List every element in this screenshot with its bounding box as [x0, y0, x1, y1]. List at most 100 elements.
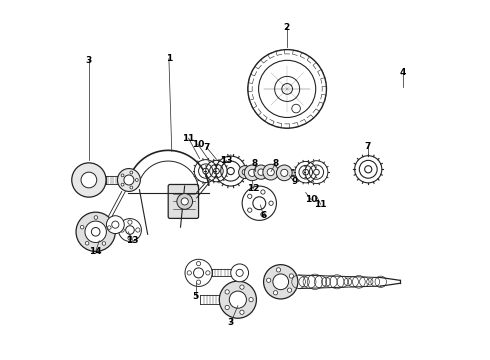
Text: 2: 2 — [284, 23, 290, 32]
Circle shape — [276, 268, 281, 272]
Circle shape — [303, 169, 309, 175]
Circle shape — [253, 197, 266, 210]
Circle shape — [245, 165, 260, 181]
Circle shape — [365, 166, 372, 173]
Circle shape — [214, 168, 220, 174]
Circle shape — [242, 169, 248, 175]
Circle shape — [249, 297, 253, 302]
Circle shape — [112, 221, 119, 228]
Circle shape — [264, 265, 298, 299]
Text: 5: 5 — [193, 292, 199, 301]
Circle shape — [196, 280, 201, 284]
Polygon shape — [248, 50, 326, 128]
Circle shape — [177, 194, 193, 209]
Circle shape — [282, 84, 293, 94]
Text: 7: 7 — [203, 143, 210, 152]
Circle shape — [231, 264, 248, 282]
Circle shape — [128, 236, 132, 240]
Circle shape — [225, 305, 229, 310]
Text: 13: 13 — [220, 156, 233, 165]
Circle shape — [118, 168, 140, 192]
Circle shape — [130, 171, 133, 174]
Circle shape — [76, 212, 115, 251]
Circle shape — [254, 165, 268, 179]
Circle shape — [240, 285, 244, 289]
Text: 6: 6 — [261, 211, 267, 220]
Circle shape — [239, 166, 251, 179]
Circle shape — [275, 76, 300, 102]
Polygon shape — [295, 161, 317, 183]
Circle shape — [281, 169, 288, 176]
Circle shape — [128, 220, 132, 224]
Circle shape — [314, 169, 319, 175]
Text: 11: 11 — [182, 134, 195, 143]
Polygon shape — [185, 259, 212, 287]
Circle shape — [121, 183, 124, 186]
Circle shape — [130, 186, 133, 189]
Text: 4: 4 — [400, 68, 406, 77]
Circle shape — [196, 261, 201, 266]
Circle shape — [240, 310, 244, 314]
Circle shape — [247, 194, 252, 198]
Circle shape — [181, 198, 188, 205]
Circle shape — [263, 164, 279, 180]
Circle shape — [94, 216, 98, 219]
Text: 13: 13 — [126, 235, 139, 244]
Circle shape — [292, 104, 300, 113]
Circle shape — [273, 274, 289, 290]
Text: 8: 8 — [272, 159, 278, 168]
Polygon shape — [119, 219, 142, 242]
Circle shape — [120, 228, 124, 232]
Circle shape — [267, 278, 271, 282]
Circle shape — [225, 290, 229, 294]
Circle shape — [261, 212, 265, 217]
Polygon shape — [305, 161, 328, 184]
Text: 3: 3 — [227, 318, 234, 327]
Text: 11: 11 — [315, 200, 327, 209]
Text: 8: 8 — [251, 159, 258, 168]
Circle shape — [187, 271, 192, 275]
Circle shape — [102, 242, 106, 245]
Circle shape — [220, 281, 256, 318]
Text: 1: 1 — [166, 54, 172, 63]
Circle shape — [106, 216, 124, 234]
Circle shape — [81, 172, 97, 188]
Circle shape — [85, 242, 89, 245]
Circle shape — [229, 291, 246, 308]
Circle shape — [288, 288, 292, 292]
Text: 7: 7 — [365, 141, 371, 150]
Circle shape — [289, 274, 294, 278]
Circle shape — [72, 163, 106, 197]
Circle shape — [194, 268, 203, 278]
Circle shape — [227, 167, 234, 175]
Circle shape — [273, 291, 278, 295]
Circle shape — [261, 190, 265, 194]
Polygon shape — [194, 159, 217, 183]
Polygon shape — [216, 156, 245, 186]
Polygon shape — [206, 160, 227, 182]
Polygon shape — [355, 156, 382, 183]
Text: 12: 12 — [247, 184, 260, 193]
Circle shape — [259, 60, 316, 117]
Circle shape — [126, 226, 134, 234]
Text: 14: 14 — [89, 247, 102, 256]
Circle shape — [206, 271, 210, 275]
Circle shape — [136, 228, 140, 232]
Circle shape — [124, 175, 134, 185]
FancyBboxPatch shape — [168, 184, 198, 219]
Circle shape — [107, 226, 111, 229]
Circle shape — [203, 168, 209, 174]
Circle shape — [80, 225, 84, 229]
Circle shape — [276, 165, 292, 181]
Circle shape — [135, 179, 138, 181]
Circle shape — [247, 208, 252, 212]
Text: 10: 10 — [305, 195, 317, 204]
Circle shape — [85, 221, 106, 243]
Text: 3: 3 — [86, 56, 92, 65]
Polygon shape — [200, 169, 309, 175]
Circle shape — [258, 169, 264, 175]
Circle shape — [267, 168, 274, 176]
Text: 10: 10 — [192, 140, 204, 149]
Circle shape — [236, 269, 243, 276]
Circle shape — [92, 228, 100, 236]
